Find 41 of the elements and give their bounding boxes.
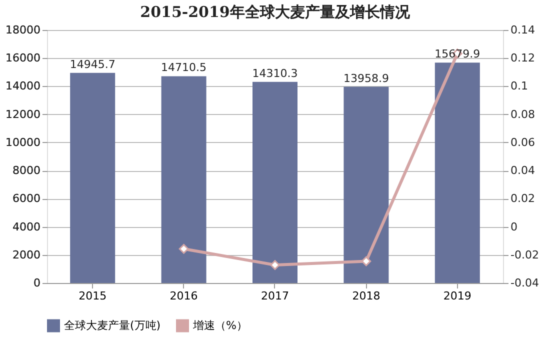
x-tick-label: 2018 (352, 290, 380, 302)
y-tick-label: 4000 (12, 220, 40, 234)
y-tick-label: 2000 (12, 248, 40, 262)
y2-tick-label: 0.04 (510, 164, 535, 178)
data-label: 14945.7 (70, 58, 116, 71)
y-tick-label: 16000 (6, 52, 40, 65)
y2-tick-label: 0.08 (510, 108, 535, 121)
y-tick-label: 8000 (12, 164, 40, 178)
x-tick-label: 2016 (170, 290, 198, 302)
y-tick-label: 18000 (6, 24, 40, 36)
y-tick-label: 6000 (12, 192, 40, 206)
legend-label: 增速（%） (192, 318, 248, 332)
point (270, 260, 280, 270)
legend-label: 全球大麦产量(万吨) (64, 318, 161, 332)
x-tick-label: 2019 (443, 290, 472, 302)
y2-tick-label: 0.14 (510, 24, 535, 36)
y-tick-label: 0 (34, 276, 40, 290)
bar (252, 82, 298, 283)
y2-tick-label: -0.04 (510, 276, 539, 290)
y2-tick-label: 0.12 (510, 52, 535, 65)
y2-tick-label: -0.02 (510, 248, 539, 262)
bar (344, 86, 389, 283)
point (178, 244, 189, 254)
y-tick-label: 12000 (6, 108, 40, 121)
bar (161, 76, 206, 283)
bar (434, 62, 480, 283)
point (361, 256, 372, 266)
y2-tick-label: 0.1 (510, 80, 528, 93)
y-tick-label: 14000 (6, 80, 40, 93)
data-label: 14710.5 (161, 61, 207, 74)
y-tick-label: 10000 (6, 136, 40, 149)
data-label: 15679.9 (434, 48, 480, 61)
y2-tick-label: 0 (510, 220, 518, 234)
data-label: 13958.9 (343, 72, 389, 85)
chart-title: 2015-2019年全球大麦产量及增长情况 (140, 3, 411, 21)
y2-tick-label: 0.02 (510, 192, 535, 206)
bar (70, 72, 116, 283)
y2-tick-label: 0.06 (510, 136, 535, 149)
x-tick-label: 2015 (78, 290, 107, 302)
x-tick-label: 2017 (261, 290, 289, 302)
data-label: 14310.3 (252, 66, 298, 80)
